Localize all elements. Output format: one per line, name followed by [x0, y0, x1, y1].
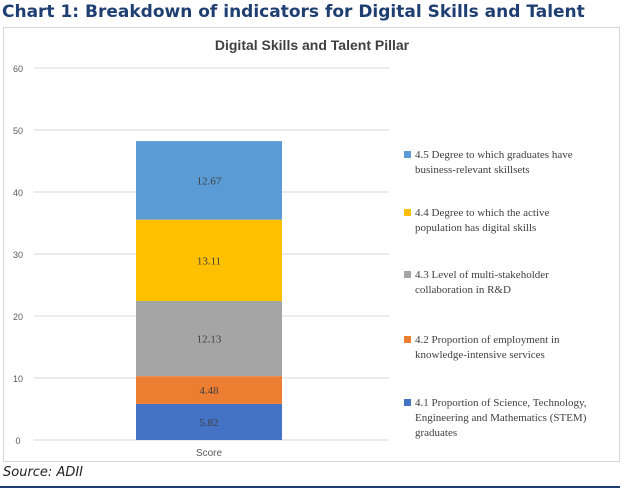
data-labels: 5.82 4.48 12.13 13.11 12.67: [197, 175, 222, 429]
y-tick-label: 20: [13, 312, 23, 322]
legend-swatch: [404, 209, 411, 216]
legend-entry: 4.1 Proportion of Science, Technology,: [415, 397, 587, 409]
y-tick-label: 30: [13, 250, 23, 260]
legend-entry: 4.5 Degree to which graduates have: [415, 149, 573, 161]
legend: 4.5 Degree to which graduates have busine…: [404, 149, 587, 439]
y-tick-label: 60: [13, 64, 23, 74]
y-tick-label: 0: [15, 436, 20, 446]
bar-segments: [136, 141, 282, 440]
y-tick-label: 40: [13, 188, 23, 198]
x-tick-label: Score: [196, 448, 223, 459]
legend-entry: collaboration in R&D: [415, 284, 511, 296]
bar-segment: [136, 403, 282, 440]
legend-entry: 4.2 Proportion of employment in: [415, 334, 560, 346]
legend-swatch: [404, 271, 411, 278]
stacked-bar-chart: Digital Skills and Talent Pillar 0 10 20 30…: [13, 37, 587, 459]
legend-entry: 4.3 Level of multi-stakeholder: [415, 269, 549, 281]
data-label: 12.67: [197, 175, 222, 187]
chart-title: Digital Skills and Talent Pillar: [215, 37, 410, 53]
bar-segment: [136, 300, 282, 377]
legend-swatch: [404, 336, 411, 343]
legend-swatch: [404, 151, 411, 158]
source-note: Source: ADII: [3, 465, 84, 480]
bottom-rule: [0, 486, 620, 488]
bar-segment: [136, 376, 282, 404]
page-heading: Chart 1: Breakdown of indicators for Dig…: [2, 2, 585, 22]
y-tick-label: 50: [13, 126, 23, 136]
data-label: 5.82: [199, 417, 218, 429]
data-label: 13.11: [197, 255, 221, 267]
x-axis-ticks: Score: [196, 448, 223, 459]
y-tick-label: 10: [13, 374, 23, 384]
chart-frame: Digital Skills and Talent Pillar 0 10 20 30…: [3, 27, 620, 462]
bar-segment: [136, 141, 282, 220]
legend-entry: knowledge-intensive services: [415, 349, 545, 361]
legend-entry: business-relevant skillsets: [415, 164, 530, 176]
legend-entry: population has digital skills: [415, 222, 536, 234]
legend-entry: Engineering and Mathematics (STEM): [415, 412, 587, 424]
data-label: 4.48: [199, 385, 219, 397]
data-label: 12.13: [197, 334, 222, 346]
legend-entry: 4.4 Degree to which the active: [415, 207, 550, 219]
legend-swatch: [404, 399, 411, 406]
bar-segment: [136, 219, 282, 301]
legend-entry: graduates: [415, 427, 457, 439]
y-axis-ticks: 0 10 20 30 40 50 60: [13, 64, 23, 446]
